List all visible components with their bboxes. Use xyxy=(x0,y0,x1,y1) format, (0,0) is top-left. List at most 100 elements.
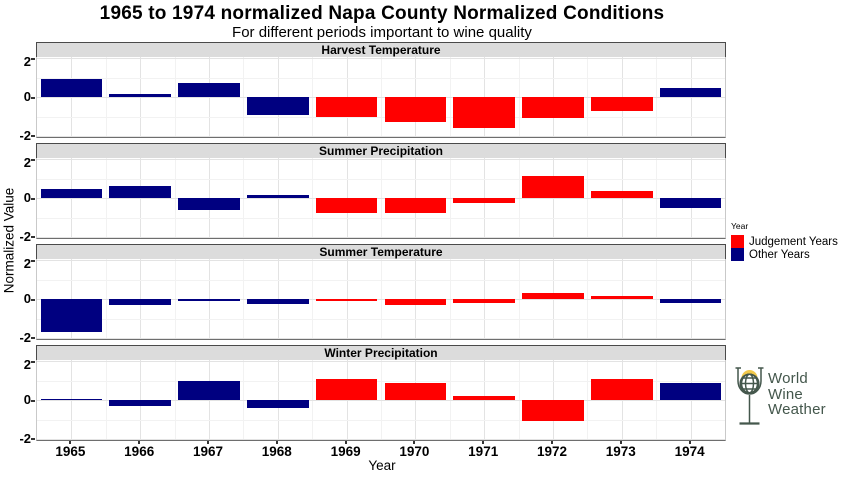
bar-1967-winter-precipitation xyxy=(178,380,240,400)
x-tick-label-1974: 1974 xyxy=(674,444,705,459)
legend: Year Judgement Years Other Years xyxy=(731,221,838,261)
bar-1967-harvest-temperature xyxy=(178,83,240,97)
x-tick-mark xyxy=(482,441,485,444)
y-tick-label: 0 xyxy=(23,190,31,205)
bar-1970-winter-precipitation xyxy=(384,383,447,400)
bar-1968-winter-precipitation xyxy=(246,400,309,408)
x-tick-label-1968: 1968 xyxy=(261,444,292,459)
gridline-horizontal xyxy=(37,97,725,98)
legend-item-label: Other Years xyxy=(749,248,810,261)
bar-1968-summer-temperature xyxy=(246,299,309,305)
gridline-horizontal xyxy=(37,136,725,137)
legend-item-1: Other Years xyxy=(731,248,838,261)
y-tick-mark xyxy=(31,135,35,137)
gridline-horizontal xyxy=(37,217,725,219)
bar-1970-summer-precipitation xyxy=(384,198,447,213)
legend-items: Judgement Years Other Years xyxy=(731,235,838,261)
y-tick-mark xyxy=(31,361,35,363)
chart-title: 1965 to 1974 normalized Napa County Norm… xyxy=(99,3,665,24)
x-tick-mark xyxy=(275,441,278,444)
bar-1971-summer-precipitation xyxy=(453,198,516,203)
gridline-horizontal xyxy=(37,77,725,79)
bar-1965-summer-precipitation xyxy=(40,189,103,198)
bar-1971-winter-precipitation xyxy=(453,396,516,400)
bar-1968-summer-precipitation xyxy=(246,195,309,198)
bar-1969-summer-temperature xyxy=(315,299,378,301)
x-tick-mark xyxy=(413,441,416,444)
x-tick-mark xyxy=(551,441,553,444)
y-tick-label: 2 xyxy=(23,256,31,271)
bar-1972-harvest-temperature xyxy=(522,97,584,119)
gridline-horizontal xyxy=(37,338,725,339)
bar-1972-winter-precipitation xyxy=(522,400,584,422)
y-tick-mark xyxy=(31,198,35,200)
bar-1971-harvest-temperature xyxy=(453,97,516,129)
world-wine-weather-logo: World Wine Weather xyxy=(734,366,826,432)
x-axis-title: Year xyxy=(368,458,396,473)
x-tick-mark xyxy=(207,441,209,444)
y-tick-mark xyxy=(31,159,35,161)
y-tick-label: 0 xyxy=(23,89,31,104)
facet-plot-harvest-temperature xyxy=(36,57,726,138)
x-tick-label-1972: 1972 xyxy=(536,444,568,459)
x-tick-label-1973: 1973 xyxy=(605,444,636,459)
legend-item-0: Judgement Years xyxy=(731,235,838,248)
facet-strip-harvest-temperature: Harvest Temperature xyxy=(36,42,726,58)
bar-1970-summer-temperature xyxy=(384,299,447,305)
y-tick-label: 0 xyxy=(23,291,31,306)
bar-1974-summer-temperature xyxy=(659,299,722,303)
y-tick-label: -2 xyxy=(19,330,31,345)
legend-swatch-1 xyxy=(731,248,744,261)
bar-1966-harvest-temperature xyxy=(109,94,172,97)
chart-subtitle: For different periods important to wine … xyxy=(232,24,532,41)
gridline-horizontal xyxy=(37,159,725,160)
facet-plot-summer-precipitation xyxy=(36,158,726,239)
facet-strip-summer-temperature: Summer Temperature xyxy=(36,244,726,260)
x-tick-mark xyxy=(69,441,72,444)
bar-1970-harvest-temperature xyxy=(384,97,447,123)
x-tick-label-1966: 1966 xyxy=(124,444,155,459)
bar-1973-harvest-temperature xyxy=(590,97,653,111)
y-tick-label: -2 xyxy=(19,431,31,446)
logo-text: World Wine Weather xyxy=(768,371,826,418)
bar-1971-summer-temperature xyxy=(453,299,516,304)
facet-strip-winter-precipitation: Winter Precipitation xyxy=(36,345,726,361)
facet-panels: Harvest Temperature 2 0 -2 Summer Precipitat… xyxy=(19,42,726,462)
y-tick-label: -2 xyxy=(19,128,31,143)
y-tick-mark xyxy=(31,58,35,60)
bar-1973-summer-precipitation xyxy=(590,191,653,198)
y-tick-label: 2 xyxy=(23,357,31,372)
bar-1974-harvest-temperature xyxy=(659,88,722,97)
gridline-horizontal xyxy=(37,318,725,320)
bar-1969-harvest-temperature xyxy=(315,97,378,117)
y-tick-mark xyxy=(31,260,35,262)
x-tick-label-1965: 1965 xyxy=(55,444,86,459)
x-tick-label-1970: 1970 xyxy=(399,444,430,459)
x-tick-mark xyxy=(138,441,141,444)
y-tick-mark xyxy=(31,299,35,301)
x-tick-mark xyxy=(344,441,347,444)
y-tick-mark xyxy=(31,438,35,440)
gridline-horizontal xyxy=(37,400,725,401)
facet-plot-summer-temperature xyxy=(36,259,726,340)
x-tick-label-1967: 1967 xyxy=(192,444,224,459)
bar-1966-summer-temperature xyxy=(109,299,172,305)
gridline-horizontal xyxy=(37,116,725,118)
gridline-horizontal xyxy=(37,198,725,199)
gridline-horizontal xyxy=(37,237,725,238)
bar-1966-winter-precipitation xyxy=(109,400,172,406)
bar-1965-winter-precipitation xyxy=(40,398,103,400)
bar-1965-summer-temperature xyxy=(40,299,103,333)
y-tick-label: 0 xyxy=(23,392,31,407)
bar-1974-winter-precipitation xyxy=(659,383,722,400)
y-tick-mark xyxy=(31,97,35,99)
x-tick-label-1971: 1971 xyxy=(468,444,499,459)
logo-line-2: Wine xyxy=(768,385,803,403)
gridline-horizontal xyxy=(37,260,725,261)
facet-plot-winter-precipitation xyxy=(36,360,726,441)
facet-strip-summer-precipitation: Summer Precipitation xyxy=(36,143,726,159)
gridline-horizontal xyxy=(37,439,725,440)
bar-1966-summer-precipitation xyxy=(109,186,172,198)
y-tick-label: -2 xyxy=(19,229,31,244)
